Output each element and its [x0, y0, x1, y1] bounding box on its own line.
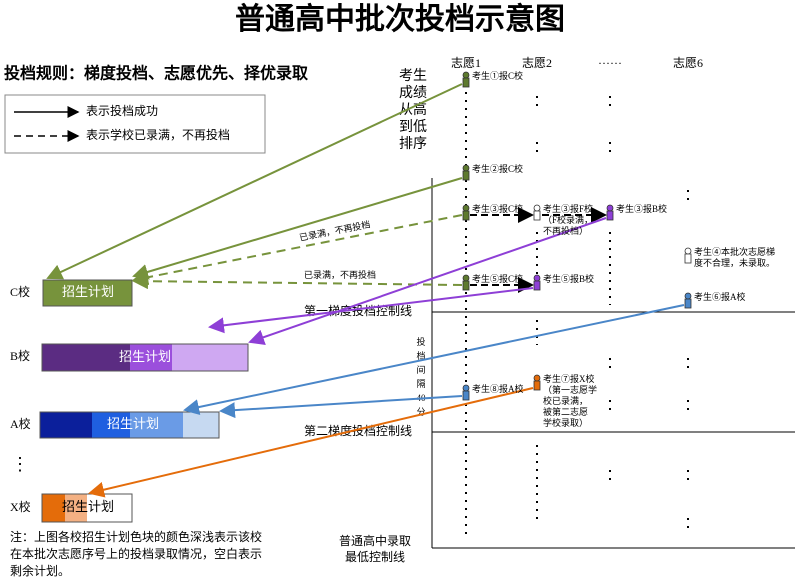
y-label-line: 排序 [399, 136, 427, 152]
plan-segment [65, 494, 87, 522]
student-head [462, 384, 470, 392]
y-label-line: 从高 [399, 101, 427, 118]
school-label: C校 [10, 284, 30, 299]
student-label: 考生①报C校 [472, 70, 523, 81]
control-label: 最低控制线 [345, 550, 405, 564]
student-label: 考生③报B校 [616, 203, 667, 214]
student-label: 考生⑤报C校 [472, 273, 523, 284]
student-body [462, 390, 470, 401]
title: 普通高中批次投档示意图 [235, 2, 565, 36]
student-head [462, 274, 470, 282]
plan-segment [40, 412, 92, 438]
note-line: 剩余计划。 [10, 563, 70, 578]
student-label: 被第二志愿 [543, 406, 588, 417]
dotted-columns [465, 92, 689, 540]
legend-text: 表示学校已录满，不再投档 [86, 127, 230, 142]
student-head [462, 164, 470, 172]
plan-segment [42, 494, 65, 522]
arrows [46, 83, 685, 498]
legend-box [4, 94, 266, 154]
student-label: 考生⑤报B校 [543, 273, 594, 284]
interval-char: 投 [416, 336, 425, 347]
student-head [462, 204, 470, 212]
student-body [684, 298, 692, 309]
student-label: 考生⑥报A校 [694, 291, 746, 302]
plan-box [41, 493, 133, 523]
school-label: B校 [10, 348, 30, 363]
plan-box [42, 279, 133, 307]
column-header: ······ [598, 56, 622, 70]
school-label: ⋮ [11, 454, 29, 474]
student-head [533, 204, 541, 212]
student-head [684, 292, 692, 300]
student-body [533, 280, 541, 291]
student-label: 学校录取） [543, 417, 588, 428]
student-body [462, 280, 470, 291]
plan-box [41, 343, 249, 372]
column-header: 志愿6 [673, 56, 703, 70]
student-label: 考生②报C校 [472, 163, 523, 174]
student-label: （F校录满， [543, 214, 593, 225]
full-note: 已录满，不再投档 [298, 218, 371, 243]
plan-segment [92, 412, 130, 438]
control-label: 普通高中录取 [339, 533, 411, 548]
y-label-line: 考生 [399, 68, 427, 84]
plan-label: 招生计划 [107, 416, 159, 431]
student-body [462, 77, 470, 88]
plan-segment [130, 344, 172, 371]
plan-segment [172, 344, 248, 371]
student-head [533, 374, 541, 382]
interval-char: 隔 [416, 379, 425, 389]
rule: 投档规则：梯度投档、志愿优先、择优录取 [4, 64, 308, 83]
column-header: 志愿1 [451, 56, 481, 70]
student-head [533, 274, 541, 282]
note-line: 在本批次志愿序号上的投档录取情况，空白表示 [10, 546, 262, 561]
note-line: 注：上图各校招生计划色块的颜色深浅表示该校 [10, 529, 262, 544]
plan-label: 招生计划 [119, 349, 171, 364]
student-body [684, 253, 692, 264]
student-body [533, 210, 541, 221]
student-label: 考生③报F校 [543, 203, 593, 214]
plan-label: 招生计划 [62, 284, 114, 299]
legend-text: 表示投档成功 [86, 103, 158, 118]
interval-char: 间 [416, 364, 425, 375]
student-label: 不再投档） [543, 225, 588, 236]
student-body [606, 210, 614, 221]
y-label-line: 到低 [399, 119, 427, 135]
student-label: 校已录满， [543, 395, 588, 406]
student-head [606, 204, 614, 212]
student-body [462, 170, 470, 181]
full-note: 已录满，不再投档 [304, 269, 376, 280]
student-label: 度不合理，未录取。 [694, 257, 775, 268]
column-header: 志愿2 [522, 56, 552, 70]
student-label: 考生④本批次志愿梯 [694, 246, 775, 257]
student-head [684, 247, 692, 255]
school-label: X校 [10, 499, 31, 514]
student-body [462, 210, 470, 221]
student-label: 考生⑦报X校 [543, 373, 595, 384]
interval-char: 分 [416, 407, 425, 417]
plan-box [39, 411, 220, 439]
student-label: 考生③报C校 [472, 203, 523, 214]
plan-segment [183, 412, 219, 438]
interval-char: 档 [416, 350, 425, 361]
plan-label: 招生计划 [62, 499, 114, 514]
school-label: A校 [10, 416, 31, 431]
plan-segment [42, 344, 130, 371]
plan-segment [130, 412, 183, 438]
student-label: （第一志愿学 [543, 384, 597, 395]
student-label: 考生⑧报A校 [472, 383, 524, 394]
note: 注：上图各校招生计划色块的颜色深浅表示该校在本批次志愿序号上的投档录取情况，空白… [10, 529, 262, 578]
y-label-line: 成绩 [399, 85, 427, 101]
student-head [462, 71, 470, 79]
student-body [533, 380, 541, 391]
